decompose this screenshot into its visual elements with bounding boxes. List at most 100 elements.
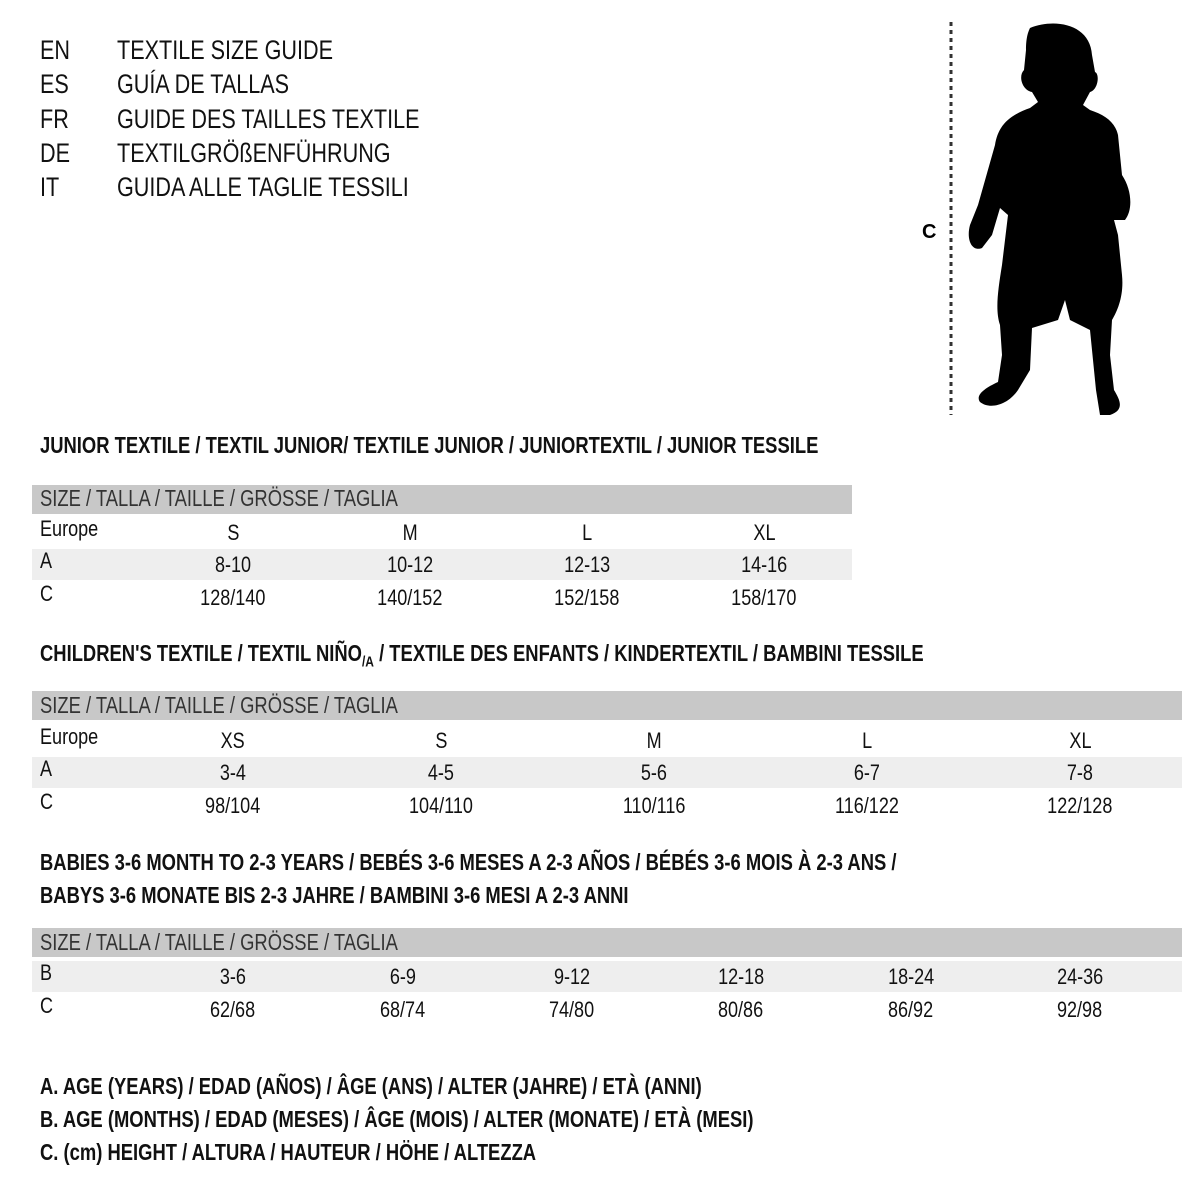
table-cell-text: 12-18: [717, 964, 765, 989]
row-label: Europe: [40, 724, 111, 750]
table-cell-text: 9-12: [553, 964, 591, 989]
language-title-text: GUÍA DE TALLAS: [117, 69, 290, 100]
table-cell: 116/122: [787, 793, 947, 819]
language-title-text: TEXTILGRÖßENFÜHRUNG: [117, 137, 391, 168]
babies-title-line1: BABIES 3-6 MONTH TO 2-3 YEARS / BEBÉS 3-…: [40, 849, 897, 875]
table-cell-text: 140/152: [377, 585, 443, 610]
table-cell-text: 4-5: [427, 760, 455, 785]
table-cell-text: 14-16: [740, 552, 788, 577]
table-cell: 6-7: [787, 760, 947, 786]
table-cell-text: M: [646, 728, 662, 753]
language-code-text: ES: [40, 69, 69, 100]
table-cell: 68/74: [323, 997, 483, 1023]
table-cell-text: L: [861, 728, 873, 753]
row-label: A: [40, 548, 55, 574]
table-cell-text: 5-6: [640, 760, 668, 785]
table-cell: S: [153, 520, 313, 546]
table-cell: L: [787, 728, 947, 754]
table-cell: 24-36: [1000, 964, 1160, 990]
table-cell: 10-12: [330, 552, 490, 578]
language-code-text: EN: [40, 35, 71, 65]
table-cell: 104/110: [361, 793, 521, 819]
junior-size-header: [32, 485, 852, 514]
table-cell-text: 62/68: [210, 997, 256, 1022]
height-measure-label: C: [922, 221, 936, 243]
table-cell: 7-8: [1000, 760, 1160, 786]
table-cell-text: XL: [1068, 728, 1092, 753]
row-label-text: B: [40, 960, 53, 985]
table-cell-text: 122/128: [1047, 793, 1113, 818]
row-shade: [32, 757, 1182, 788]
table-cell: XL: [684, 520, 844, 546]
row-label-text: C: [40, 789, 54, 814]
table-cell: 14-16: [684, 552, 844, 578]
table-cell-text: 80/86: [718, 997, 764, 1022]
language-code: DE: [40, 138, 78, 168]
table-cell-text: 116/122: [835, 793, 899, 818]
row-label: Europe: [40, 516, 111, 542]
table-cell-text: 152/158: [554, 585, 620, 610]
table-cell: 92/98: [1000, 997, 1160, 1023]
table-cell-text: 110/116: [622, 793, 686, 818]
table-cell: 74/80: [492, 997, 652, 1023]
table-cell-text: L: [581, 520, 593, 545]
table-cell: 110/116: [574, 793, 734, 819]
table-cell-text: 24-36: [1056, 964, 1104, 989]
row-label: C: [40, 789, 56, 815]
children-size-header: [32, 691, 1182, 720]
table-cell-text: 74/80: [549, 997, 595, 1022]
row-shade: [32, 549, 852, 580]
table-cell-text: 12-13: [563, 552, 611, 577]
table-cell-text: XL: [752, 520, 776, 545]
table-cell-text: 6-7: [853, 760, 881, 785]
size-header-text: SIZE / TALLA / TAILLE / GRÖSSE / TAGLIA: [40, 929, 398, 955]
table-cell: 62/68: [153, 997, 313, 1023]
table-cell: L: [507, 520, 667, 546]
table-cell-text: 158/170: [731, 585, 797, 610]
row-label-text: C: [40, 993, 54, 1018]
language-title: GUIDA ALLE TAGLIE TESSILI: [117, 172, 482, 202]
table-cell-text: 86/92: [888, 997, 934, 1022]
row-label-text: Europe: [40, 724, 99, 749]
table-cell-text: 7-8: [1066, 760, 1094, 785]
table-cell-text: 6-9: [389, 964, 417, 989]
table-cell-text: 10-12: [386, 552, 434, 577]
table-cell: 122/128: [1000, 793, 1160, 819]
table-cell-text: XS: [220, 728, 246, 753]
legend-item: A. AGE (YEARS) / EDAD (AÑOS) / ÂGE (ANS)…: [40, 1073, 867, 1099]
row-label-text: A: [40, 548, 53, 573]
table-cell: 3-4: [153, 760, 313, 786]
table-cell: 158/170: [684, 585, 844, 611]
row-label: A: [40, 756, 55, 782]
table-cell: 98/104: [153, 793, 313, 819]
table-cell: 4-5: [361, 760, 521, 786]
table-cell-text: 104/110: [409, 793, 473, 818]
table-cell-text: 68/74: [380, 997, 426, 1022]
language-code: EN: [40, 35, 78, 65]
row-label-text: Europe: [40, 516, 99, 541]
legend-item-text: A. AGE (YEARS) / EDAD (AÑOS) / ÂGE (ANS)…: [40, 1073, 702, 1099]
language-code-text: FR: [40, 103, 69, 134]
row-label: B: [40, 960, 55, 986]
table-cell-text: 8-10: [214, 552, 252, 577]
table-cell-text: 98/104: [205, 793, 261, 818]
table-cell-text: 92/98: [1057, 997, 1103, 1022]
language-title: TEXTILGRÖßENFÜHRUNG: [117, 138, 459, 168]
table-cell: 12-18: [661, 964, 821, 990]
table-cell-text: 128/140: [200, 585, 266, 610]
table-cell-text: S: [226, 520, 240, 545]
table-cell-text: S: [434, 728, 448, 753]
language-title: TEXTILE SIZE GUIDE: [117, 35, 387, 65]
row-label-text: C: [40, 581, 54, 606]
row-label: C: [40, 993, 56, 1019]
children-title: CHILDREN'S TEXTILE / TEXTIL NIÑO/A / TEX…: [40, 640, 924, 671]
language-code-text: DE: [40, 137, 71, 168]
legend-item-text: C. (cm) HEIGHT / ALTURA / HAUTEUR / HÖHE…: [40, 1139, 537, 1165]
table-cell: 9-12: [492, 964, 652, 990]
language-title: GUIDE DES TAILLES TEXTILE: [117, 104, 495, 134]
table-cell: 86/92: [831, 997, 991, 1023]
language-title-text: TEXTILE SIZE GUIDE: [117, 35, 334, 65]
table-cell: 3-6: [153, 964, 313, 990]
size-header-text: SIZE / TALLA / TAILLE / GRÖSSE / TAGLIA: [40, 485, 398, 511]
table-cell: 18-24: [831, 964, 991, 990]
